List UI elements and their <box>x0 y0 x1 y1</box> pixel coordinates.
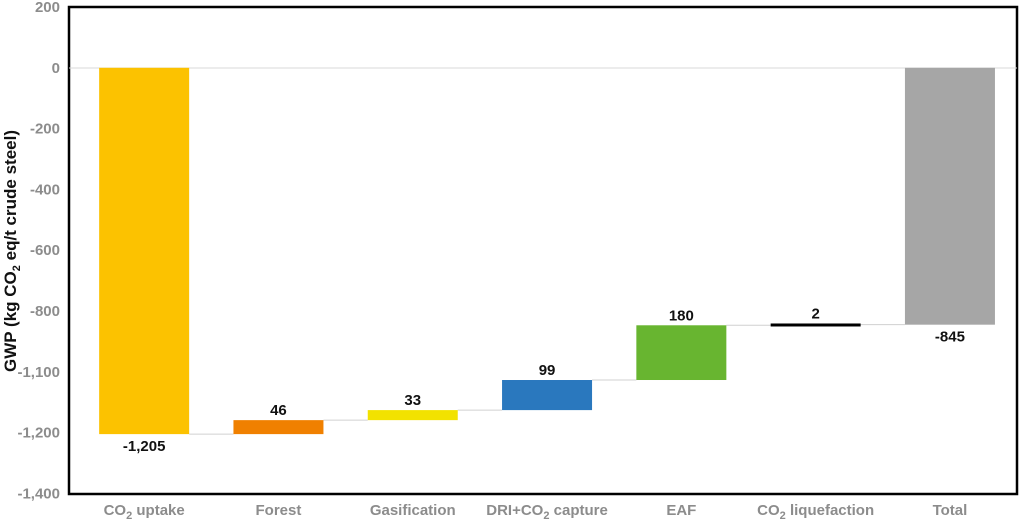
y-tick-label: -400 <box>30 181 60 198</box>
x-category-label: CO2 uptake <box>104 502 185 522</box>
data-label: -845 <box>935 329 965 346</box>
y-tick-label: -1,100 <box>17 364 60 381</box>
data-label: -1,205 <box>123 438 166 455</box>
data-labels: -1,205 46 33 99 180 2 -845 <box>123 305 965 455</box>
bar <box>502 380 593 411</box>
y-tick-label: -200 <box>30 121 60 138</box>
data-label: 46 <box>270 402 287 419</box>
x-category-label: Forest <box>256 502 302 519</box>
bar <box>636 325 727 381</box>
data-label: 33 <box>404 392 421 409</box>
y-axis-label: GWP (kg CO2 eq/t crude steel) <box>1 130 23 372</box>
y-tick-label: 200 <box>35 0 60 16</box>
data-label: 99 <box>539 362 556 379</box>
x-category-label: Gasification <box>370 502 456 519</box>
x-category-label: DRI+CO2 capture <box>486 502 608 522</box>
x-category-label: Total <box>933 502 968 519</box>
data-label: 180 <box>669 307 694 324</box>
plot-frame <box>67 5 1019 496</box>
bars <box>99 67 995 435</box>
bar <box>233 420 324 435</box>
data-label: 2 <box>811 305 819 322</box>
bar <box>99 67 190 435</box>
bar <box>367 410 458 421</box>
y-tick-label: -600 <box>30 242 60 259</box>
y-tick-label: -1,400 <box>17 485 60 502</box>
bar <box>770 323 861 327</box>
bar <box>904 67 995 325</box>
y-tick-label: 0 <box>52 60 60 77</box>
x-axis-categories: CO2 uptake Forest Gasification DRI+CO2 capt… <box>104 502 968 522</box>
y-tick-label: -800 <box>30 303 60 320</box>
x-category-label: EAF <box>666 502 696 519</box>
y-axis-ticks: 200 0 -200 -400 -600 -800 -1,100 -1,200 -1,400 <box>17 0 60 502</box>
connector-lines <box>189 324 905 435</box>
x-category-label: CO2 liquefaction <box>757 502 874 522</box>
y-tick-label: -1,200 <box>17 425 60 442</box>
